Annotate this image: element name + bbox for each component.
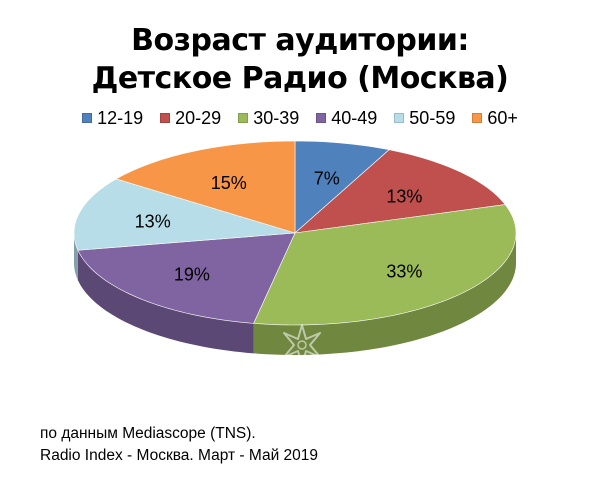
pie-slices <box>73 140 517 326</box>
data-label: 33% <box>386 262 422 282</box>
watermark-text: ALLEN MEDIA <box>238 373 367 392</box>
source-note: по данным Mediascope (TNS). Radio Index … <box>40 423 318 467</box>
legend-label: 60+ <box>487 108 518 128</box>
data-label: 7% <box>314 168 340 188</box>
chart-title: Возраст аудитории: Детское Радио (Москва… <box>0 22 600 98</box>
legend-swatch <box>238 113 249 123</box>
chart-title-line-2: Детское Радио (Москва) <box>91 61 509 96</box>
legend-label: 12-19 <box>97 108 144 128</box>
data-label: 19% <box>174 264 210 284</box>
data-label: 15% <box>211 173 247 193</box>
source-line-1: по данным Mediascope (TNS). <box>40 425 256 442</box>
pie-slice <box>73 178 296 251</box>
legend-item: 30-39 <box>238 107 299 129</box>
legend-swatch <box>82 113 93 123</box>
legend-swatch <box>472 113 483 123</box>
legend-label: 50-59 <box>409 108 456 128</box>
legend-item: 50-59 <box>394 107 455 129</box>
legend-item: 40-49 <box>316 107 377 129</box>
watermark: ALLEN MEDIA <box>238 324 367 392</box>
chart-title-line-1: Возраст аудитории: <box>131 23 469 58</box>
legend-item: 60+ <box>472 107 518 129</box>
pie-slice <box>115 140 296 234</box>
pie-slice <box>294 140 390 234</box>
pie-slice <box>294 149 506 234</box>
pie-slice-side <box>74 233 78 281</box>
legend-item: 12-19 <box>82 107 143 129</box>
legend-swatch <box>160 113 171 123</box>
legend-item: 20-29 <box>160 107 221 129</box>
star-logo-icon <box>283 324 321 366</box>
chart-legend: 12-19 20-29 30-39 40-49 50-59 60+ <box>0 107 600 129</box>
pie-slice <box>253 204 517 326</box>
data-label: 13% <box>386 186 422 206</box>
data-labels: 7% 13% 33% 19% 13% 15% <box>135 168 423 284</box>
legend-label: 30-39 <box>253 108 300 128</box>
pie-slice-side <box>77 250 254 354</box>
data-label: 13% <box>135 212 171 232</box>
legend-swatch <box>316 113 327 123</box>
legend-swatch <box>394 113 405 123</box>
pie-slice <box>77 232 296 324</box>
legend-label: 20-29 <box>175 108 222 128</box>
source-line-2: Radio Index - Москва. Март - Май 2019 <box>40 447 319 464</box>
legend-label: 40-49 <box>331 108 378 128</box>
